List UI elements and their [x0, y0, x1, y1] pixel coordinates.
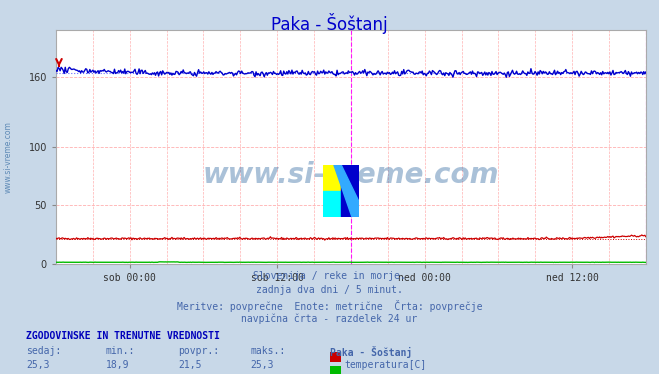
Text: 21,5: 21,5 [178, 360, 202, 370]
Text: temperatura[C]: temperatura[C] [345, 360, 427, 370]
Text: ZGODOVINSKE IN TRENUTNE VREDNOSTI: ZGODOVINSKE IN TRENUTNE VREDNOSTI [26, 331, 220, 341]
Text: min.:: min.: [105, 346, 135, 356]
Text: 18,9: 18,9 [105, 360, 129, 370]
Polygon shape [334, 165, 359, 217]
Polygon shape [323, 165, 341, 191]
Polygon shape [323, 191, 341, 217]
Text: Meritve: povprečne  Enote: metrične  Črta: povprečje: Meritve: povprečne Enote: metrične Črta:… [177, 300, 482, 312]
Text: 25,3: 25,3 [26, 360, 50, 370]
Text: sedaj:: sedaj: [26, 346, 61, 356]
Text: Paka - Šoštanj: Paka - Šoštanj [272, 13, 387, 34]
Text: Paka - Šoštanj: Paka - Šoštanj [330, 346, 412, 358]
Text: Slovenija / reke in morje.: Slovenija / reke in morje. [253, 271, 406, 281]
Text: 25,3: 25,3 [250, 360, 274, 370]
Text: navpična črta - razdelek 24 ur: navpična črta - razdelek 24 ur [241, 314, 418, 324]
Text: zadnja dva dni / 5 minut.: zadnja dva dni / 5 minut. [256, 285, 403, 295]
Text: www.si-vreme.com: www.si-vreme.com [3, 121, 13, 193]
Polygon shape [341, 165, 359, 217]
Text: www.si-vreme.com: www.si-vreme.com [203, 161, 499, 189]
Text: maks.:: maks.: [250, 346, 285, 356]
Text: povpr.:: povpr.: [178, 346, 219, 356]
